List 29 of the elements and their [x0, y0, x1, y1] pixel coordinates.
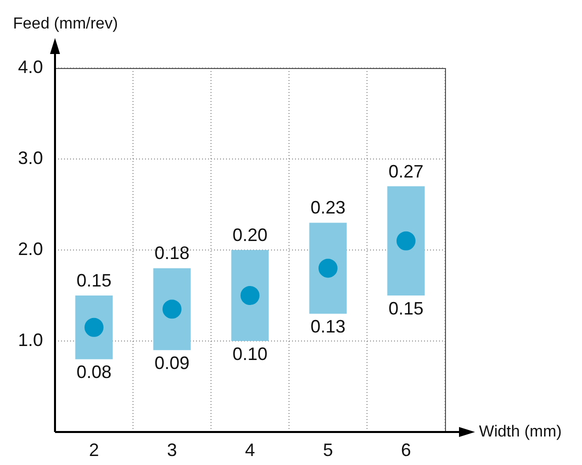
x-axis-title: Width (mm)	[479, 423, 562, 440]
x-tick-label: 5	[322, 440, 334, 460]
annotation: 0.18	[154, 243, 190, 264]
x-tick-label: 4	[244, 440, 256, 460]
annotation: 0.15	[388, 298, 424, 318]
point	[318, 258, 338, 278]
x-tick-label: 2	[88, 440, 100, 460]
y-tick-label: 4.0	[18, 56, 43, 77]
y-tick-label: 1.0	[18, 330, 43, 350]
annotation: 0.23	[310, 198, 346, 218]
point	[396, 231, 416, 250]
bar	[231, 250, 269, 341]
x-tick-label: 3	[166, 440, 178, 460]
annotation: 0.20	[232, 224, 268, 245]
annotation: 0.09	[154, 353, 190, 374]
annotation: 0.15	[76, 270, 112, 290]
bar	[153, 268, 191, 350]
annotation: 0.08	[76, 362, 112, 382]
y-axis-title: Feed (mm/rev)	[13, 15, 118, 32]
y-tick-label: 3.0	[18, 148, 43, 168]
point	[240, 286, 260, 305]
annotation: 0.10	[232, 344, 268, 364]
point	[162, 300, 182, 319]
y-tick-label: 2.0	[18, 238, 43, 259]
annotation: 0.13	[310, 316, 346, 337]
annotation: 0.27	[388, 161, 424, 182]
bar	[309, 222, 347, 314]
bar	[387, 186, 425, 296]
x-tick-label: 6	[400, 440, 412, 460]
